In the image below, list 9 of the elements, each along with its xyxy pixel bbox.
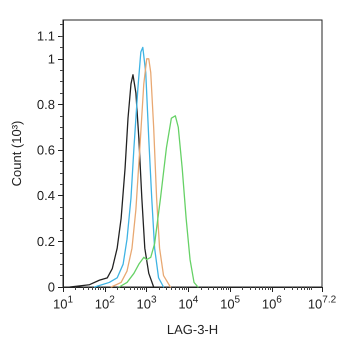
y-tick-label: 0.6 <box>36 142 55 158</box>
y-axis-title: Count (10³) <box>9 120 24 186</box>
y-tick-label: 0.4 <box>36 188 55 204</box>
y-tick-label: 0 <box>48 280 55 294</box>
y-tick-label: 1 <box>48 51 55 66</box>
y-tick-label: 1.1 <box>36 28 55 44</box>
x-axis-title: LAG-3-H <box>166 322 218 337</box>
y-tick-label: 0.8 <box>36 96 55 112</box>
y-tick-label: 0.2 <box>36 234 55 249</box>
